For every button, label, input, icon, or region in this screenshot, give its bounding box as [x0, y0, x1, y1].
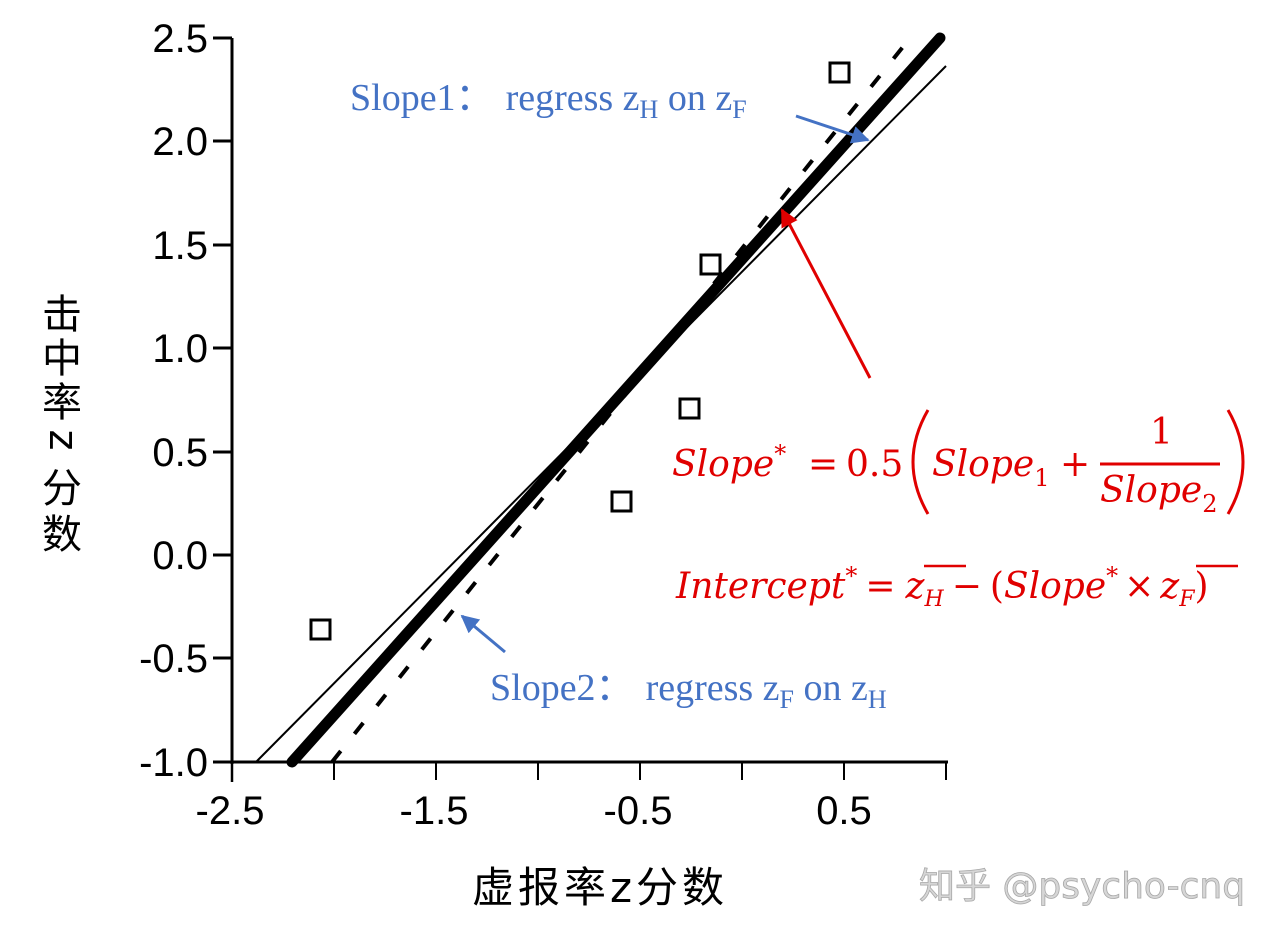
data-points [309, 61, 851, 641]
formula-slope1: Slope1 [932, 444, 1049, 492]
slope-star-formula: Slope* = 0.5 Slope1 + 1 Slope2 [672, 409, 1245, 518]
regression-lines [255, 32, 947, 768]
y-axis-label: 击 中 率 z 分 数 [40, 292, 86, 558]
slope-star-arrow-icon [780, 208, 872, 379]
y-axis-tick-labels: 2.5 2.0 1.5 1.0 0.5 0.0 -0.5 -1.0 [139, 17, 208, 785]
y-tick-label: 2.0 [152, 120, 208, 164]
data-point-square [610, 490, 633, 513]
x-axis-label: 虚报率z分数 [472, 863, 728, 912]
slope-star-thick-line [286, 32, 946, 768]
axes [230, 38, 948, 764]
y-tick-label: 0.0 [152, 534, 208, 578]
formula-equals: = [808, 444, 838, 485]
x-tick-label: -2.5 [196, 789, 265, 833]
y-tick-label: 1.0 [152, 327, 208, 371]
slope1-arrow-icon [795, 114, 870, 144]
slope1-annotation: Slope1： regress zH on zF [350, 77, 747, 124]
data-point-square [678, 397, 701, 420]
intercept-star-formula: Intercept* = zH − (Slope* × zF) [675, 562, 1238, 612]
data-point-square [699, 253, 722, 276]
x-axis-tick-labels: -2.5 -1.5 -0.5 0.5 [196, 789, 872, 833]
slope2-annotation: Slope2： regress zF on zH [490, 667, 887, 714]
formula-coef: 0.5 [846, 444, 903, 485]
slope2-arrow-icon [460, 614, 506, 654]
y-tick-label: -0.5 [139, 637, 208, 681]
y-tick-label: 0.5 [152, 431, 208, 475]
x-axis-ticks [230, 762, 947, 782]
svg-text:中: 中 [42, 336, 82, 382]
svg-text:分: 分 [42, 466, 82, 512]
data-point-square [828, 61, 851, 84]
y-tick-label: 1.5 [152, 224, 208, 268]
y-tick-label: 2.5 [152, 17, 208, 61]
formula-intercept: Intercept* = zH − (Slope* × zF) [675, 562, 1209, 612]
y-tick-label: -1.0 [139, 741, 208, 785]
left-paren-icon [911, 409, 930, 515]
data-point-square [309, 618, 332, 641]
svg-text:击: 击 [42, 292, 82, 338]
svg-text:率: 率 [42, 380, 82, 426]
formula-slope-lhs: Slope* [672, 440, 786, 485]
y-axis-ticks [213, 36, 232, 764]
slope2-dashed-line [330, 36, 912, 764]
formula-numerator: 1 [1150, 412, 1173, 453]
formula-plus: + [1060, 444, 1090, 485]
watermark: 知乎 @psycho-cnq [919, 866, 1245, 907]
x-tick-label: -0.5 [604, 789, 673, 833]
svg-text:z: z [40, 430, 86, 451]
svg-text:数: 数 [42, 512, 82, 558]
formula-denominator: Slope2 [1100, 470, 1217, 518]
right-paren-icon [1226, 409, 1245, 515]
x-tick-label: 0.5 [816, 789, 872, 833]
x-tick-label: -1.5 [400, 789, 469, 833]
